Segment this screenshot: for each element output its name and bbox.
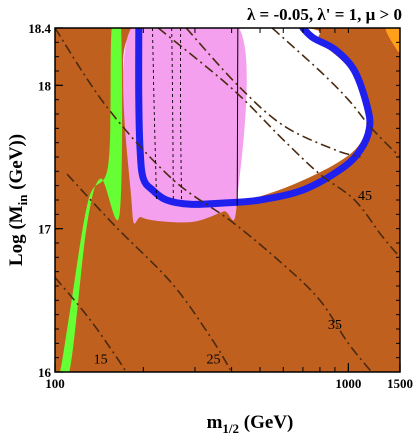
pink-boundary-line <box>236 28 239 206</box>
contour-line <box>152 28 158 201</box>
contour-line <box>55 276 127 372</box>
contour-line <box>157 28 400 258</box>
contour-line <box>66 173 233 372</box>
contour-line <box>271 28 400 158</box>
x-tick-label: 1000 <box>335 376 361 391</box>
contour-label: 25 <box>207 352 221 367</box>
contour-label: 15 <box>94 352 108 367</box>
orange-region <box>385 28 400 53</box>
pink-region <box>123 28 247 224</box>
contour-line <box>185 28 361 158</box>
x-axis-label: m1/2 (GeV) <box>207 412 294 436</box>
contour-line <box>171 28 174 201</box>
green-region <box>55 28 123 372</box>
y-axis-label: Log (Min (GeV)) <box>6 134 30 266</box>
regions-layer <box>55 28 400 372</box>
contour-labels: 15 25 35 45 <box>94 189 372 367</box>
contour-line <box>180 28 182 201</box>
y-tick-label: 16 <box>38 365 52 380</box>
chart-title: λ = -0.05, λ' = 1, μ > 0 <box>247 5 402 24</box>
y-tick-label: 18.4 <box>28 21 51 36</box>
x-tick-label: 1500 <box>387 376 413 391</box>
y-tick-label: 17 <box>38 222 52 237</box>
y-tick-label: 18 <box>38 78 52 93</box>
blue-relic-density-strip <box>135 28 374 208</box>
contour-label: 35 <box>328 318 342 333</box>
contour-lines <box>55 28 400 372</box>
x-tick-label: 100 <box>45 376 65 391</box>
axis-ticks: 100 1000 1500 16 17 18 18.4 <box>28 21 413 391</box>
contour-line <box>55 28 373 372</box>
contour-label: 45 <box>358 189 372 204</box>
